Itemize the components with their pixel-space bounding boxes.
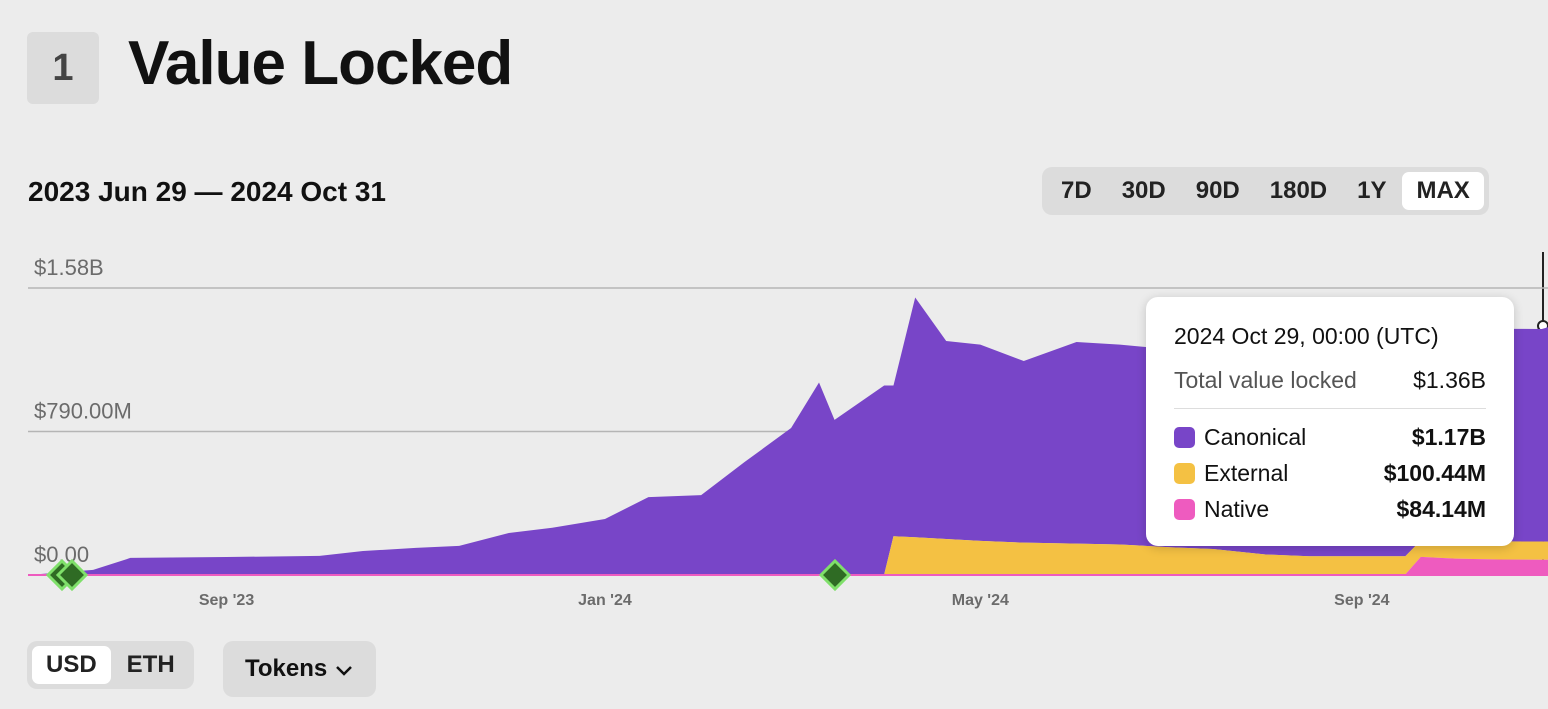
time-button[interactable]: 1Y [1357, 177, 1387, 204]
event-marker[interactable] [818, 558, 852, 592]
tooltip-value: $100.44M [1383, 460, 1486, 486]
section-number: 1 [27, 32, 99, 104]
tooltip-value: $1.17B [1411, 424, 1486, 450]
time-button[interactable]: 30D [1121, 177, 1166, 204]
legend-swatch [1174, 463, 1195, 484]
y-tick-label: $1.58B [34, 255, 104, 280]
tokens-dropdown[interactable]: Tokens [223, 641, 376, 697]
currency-button[interactable]: ETH [126, 651, 175, 678]
legend-label: External [1204, 460, 1289, 486]
tooltip-separator [1174, 408, 1486, 409]
time-button[interactable]: 7D [1061, 177, 1092, 204]
time-button[interactable]: 180D [1269, 177, 1328, 204]
y-tick-label: $790.00M [34, 399, 132, 424]
time-button[interactable]: 90D [1195, 177, 1240, 204]
currency-selector: USD ETH [27, 641, 194, 689]
legend-label: Canonical [1204, 424, 1307, 450]
legend-swatch [1174, 427, 1195, 448]
legend-label: Native [1204, 496, 1270, 522]
time-range-selector: 7D 30D 90D 180D 1Y MAX [1042, 167, 1489, 215]
section-title: Value Locked [128, 29, 513, 98]
currency-button[interactable]: USD [32, 646, 111, 684]
tooltip-row: External $100.44M [1174, 458, 1486, 488]
area-external [28, 536, 1548, 575]
tooltip-total-label: Total value locked [1174, 367, 1357, 393]
x-tick-label: Sep '24 [1334, 592, 1389, 609]
tooltip-row: Canonical $1.17B [1174, 422, 1486, 452]
x-tick-label: May '24 [952, 592, 1009, 609]
x-tick-label: Sep '23 [199, 592, 254, 609]
time-button[interactable]: MAX [1402, 172, 1484, 210]
x-tick-label: Jan '24 [578, 592, 632, 609]
chevron [336, 665, 352, 676]
tokens-label: Tokens [245, 655, 328, 682]
legend-swatch [1174, 499, 1195, 520]
event-marker[interactable] [55, 558, 89, 592]
tooltip: 2024 Oct 29, 00:00 (UTC) Total value loc… [1146, 297, 1514, 546]
tooltip-row: Native $84.14M [1174, 494, 1486, 524]
tooltip-value: $84.14M [1396, 496, 1486, 522]
tooltip-date: 2024 Oct 29, 00:00 (UTC) [1174, 323, 1439, 349]
date-range: 2023 Jun 29 — 2024 Oct 31 [28, 176, 386, 207]
tooltip-total-value: $1.36B [1413, 367, 1486, 393]
